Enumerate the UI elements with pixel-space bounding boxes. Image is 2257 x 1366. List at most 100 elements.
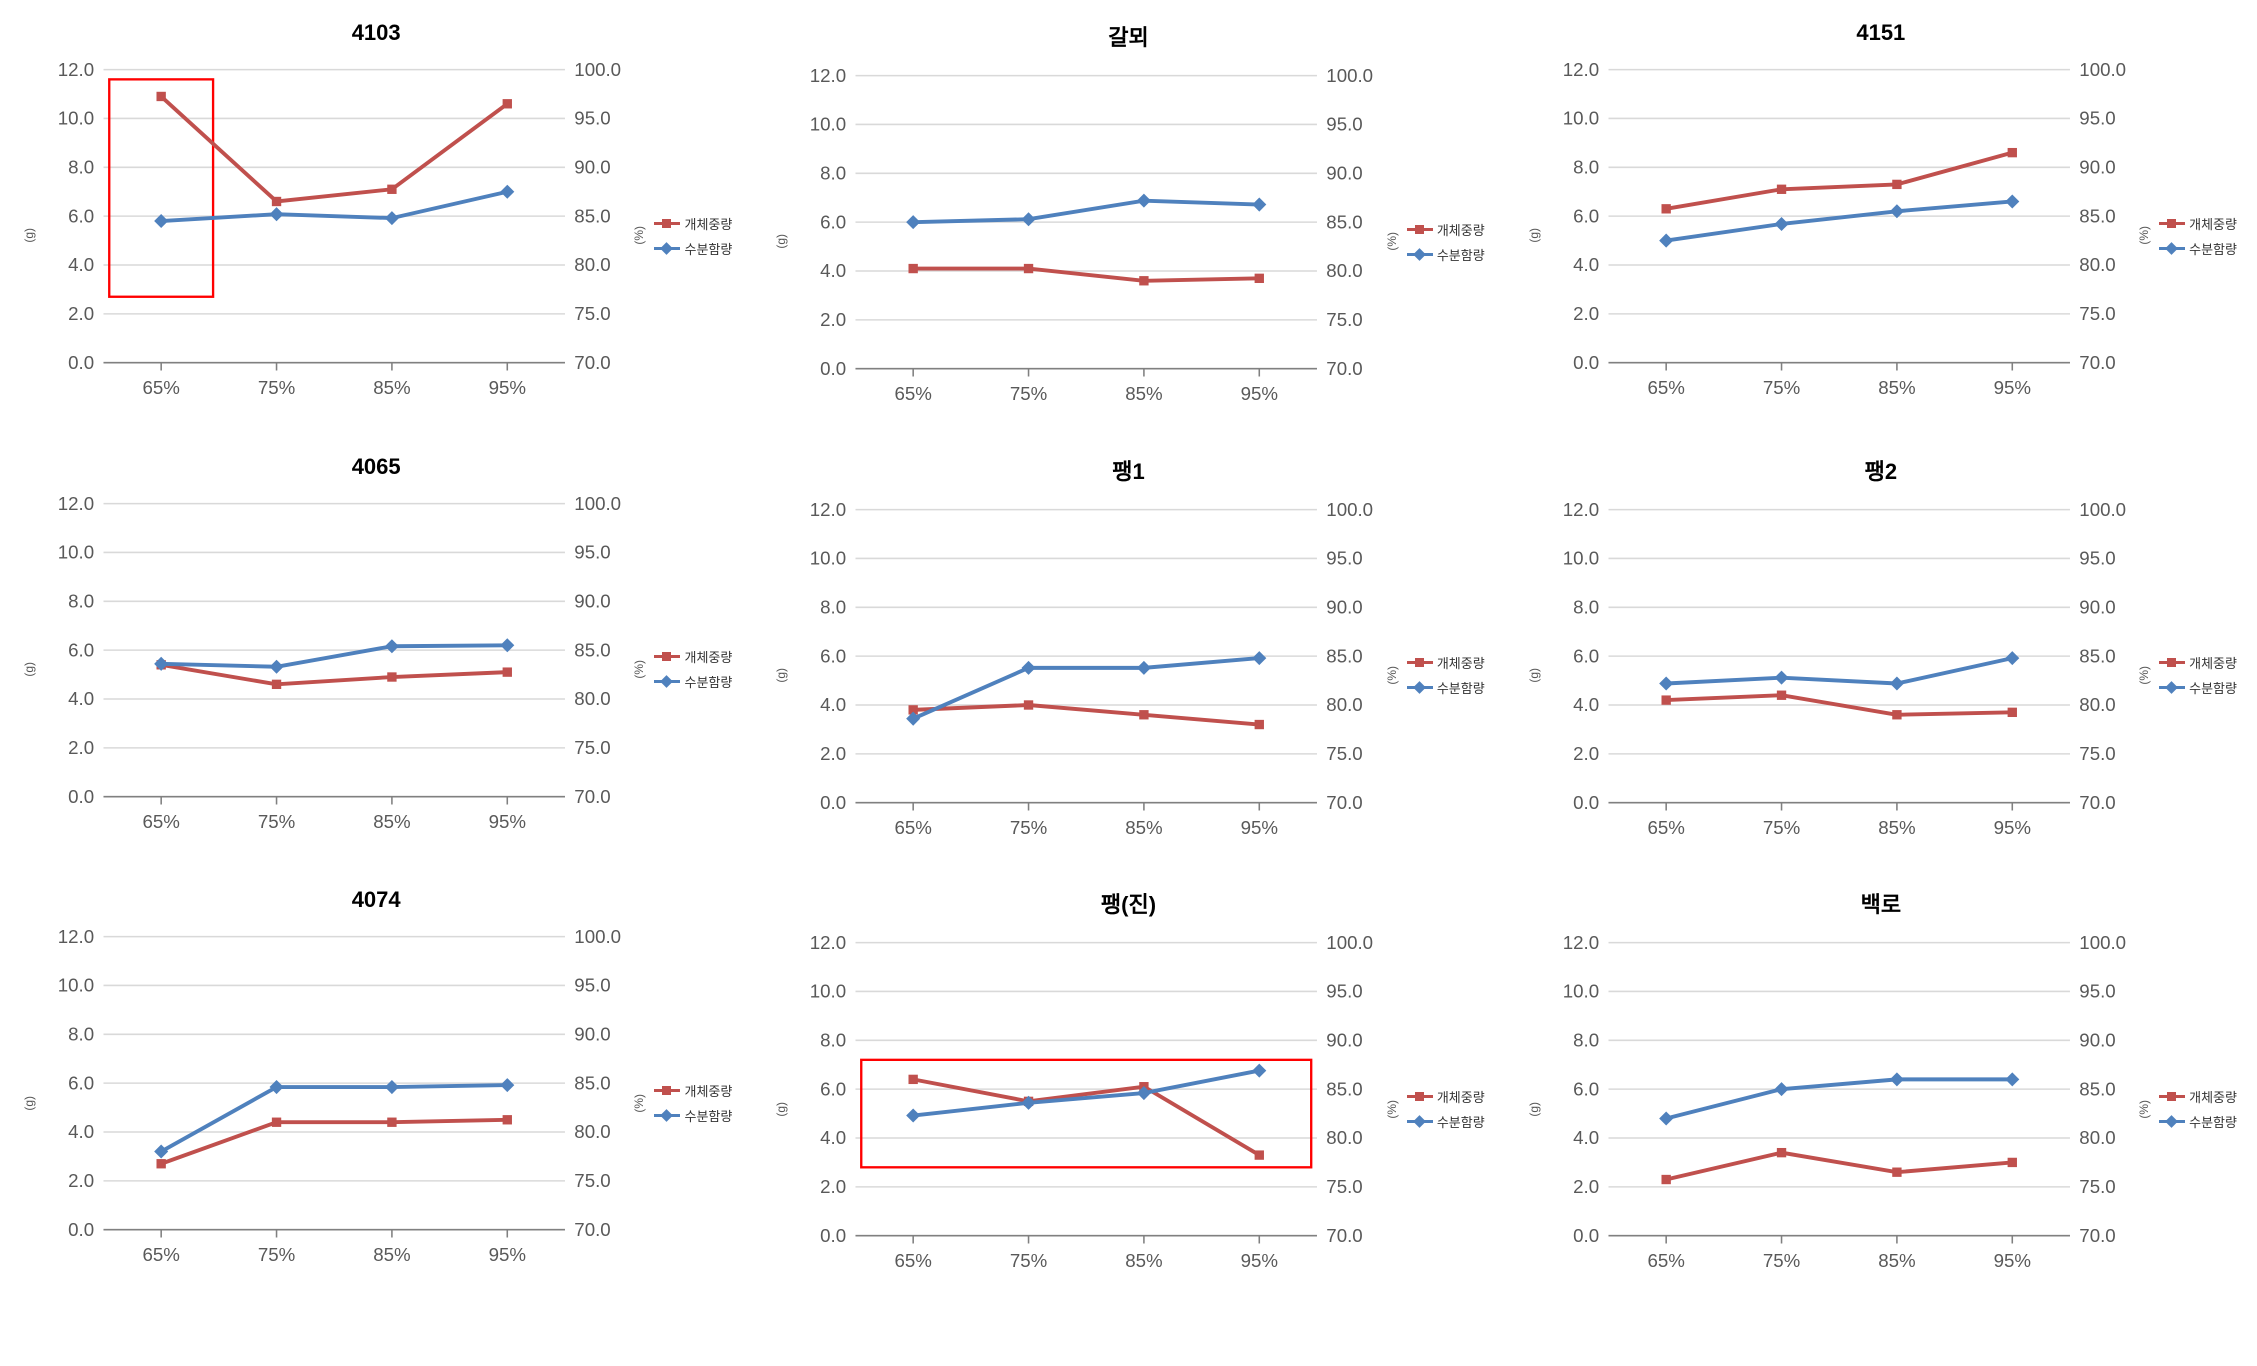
chart-cell: 4074(g)0.02.04.06.08.010.012.070.075.080… (20, 887, 732, 1291)
legend-label: 수분함량 (684, 1106, 732, 1125)
weight-marker (387, 672, 396, 681)
svg-text:10.0: 10.0 (1562, 108, 1598, 129)
legend-item: 수분함량 (654, 672, 732, 691)
svg-text:85%: 85% (1126, 383, 1163, 404)
legend-moisture-icon (654, 1114, 680, 1117)
svg-text:75%: 75% (1010, 383, 1047, 404)
weight-marker (1140, 276, 1149, 285)
legend-label: 개체중량 (1437, 1087, 1485, 1106)
svg-text:2.0: 2.0 (68, 737, 94, 758)
svg-text:12.0: 12.0 (810, 932, 846, 953)
svg-text:4.0: 4.0 (1573, 1127, 1599, 1148)
legend-moisture-icon (2159, 686, 2185, 689)
svg-text:80.0: 80.0 (1327, 260, 1363, 281)
svg-text:2.0: 2.0 (820, 309, 846, 330)
svg-text:65%: 65% (1647, 1250, 1684, 1271)
svg-text:0.0: 0.0 (820, 1225, 846, 1246)
y-axis-left-label: (g) (1525, 1102, 1543, 1117)
legend-weight-icon (2159, 661, 2185, 664)
svg-text:85.0: 85.0 (574, 1073, 610, 1094)
legend-item: 개체중량 (654, 647, 732, 666)
svg-text:70.0: 70.0 (1327, 1225, 1363, 1246)
chart-cell: 갈뫼(g)0.02.04.06.08.010.012.070.075.080.0… (772, 20, 1484, 424)
legend-moisture-icon (1407, 253, 1433, 256)
legend-item: 수분함량 (1407, 1112, 1485, 1131)
svg-text:80.0: 80.0 (574, 688, 610, 709)
weight-marker (1255, 274, 1264, 283)
svg-text:95%: 95% (489, 377, 526, 398)
svg-text:2.0: 2.0 (1573, 303, 1599, 324)
chart-title: 팽2 (1525, 454, 2237, 486)
chart-cell: 팽1(g)0.02.04.06.08.010.012.070.075.080.0… (772, 454, 1484, 858)
svg-text:75%: 75% (258, 1244, 295, 1265)
svg-text:12.0: 12.0 (810, 65, 846, 86)
svg-text:95%: 95% (1993, 816, 2030, 837)
chart-title: 4103 (20, 20, 732, 46)
svg-text:75%: 75% (258, 810, 295, 831)
svg-text:80.0: 80.0 (574, 254, 610, 275)
weight-marker (503, 99, 512, 108)
chart-wrap: (g)0.02.04.06.08.010.012.070.075.080.085… (20, 488, 732, 852)
legend-moisture-icon (1407, 1120, 1433, 1123)
svg-text:65%: 65% (142, 1244, 179, 1265)
svg-text:80.0: 80.0 (2079, 694, 2115, 715)
y-axis-left-label: (g) (20, 228, 38, 243)
svg-text:95%: 95% (489, 1244, 526, 1265)
svg-text:70.0: 70.0 (1327, 358, 1363, 379)
legend-moisture-icon (654, 680, 680, 683)
y-axis-right-label: (%) (2135, 1100, 2153, 1119)
y-axis-left-label: (g) (20, 1096, 38, 1111)
svg-text:12.0: 12.0 (1562, 932, 1598, 953)
svg-text:8.0: 8.0 (820, 596, 846, 617)
svg-text:6.0: 6.0 (68, 639, 94, 660)
svg-text:100.0: 100.0 (574, 59, 621, 80)
svg-text:95%: 95% (1241, 383, 1278, 404)
y-axis-left-label: (g) (20, 662, 38, 677)
legend-item: 수분함량 (654, 239, 732, 258)
weight-marker (2007, 707, 2016, 716)
svg-text:95%: 95% (1241, 1250, 1278, 1271)
svg-text:75.0: 75.0 (2079, 743, 2115, 764)
chart-cell: 4103(g)0.02.04.06.08.010.012.070.075.080… (20, 20, 732, 424)
legend: 개체중량수분함량 (2159, 214, 2237, 258)
svg-text:95.0: 95.0 (2079, 981, 2115, 1002)
svg-text:0.0: 0.0 (68, 352, 94, 373)
svg-text:65%: 65% (1647, 816, 1684, 837)
chart-plot: 0.02.04.06.08.010.012.070.075.080.085.09… (1543, 494, 2135, 853)
y-axis-left-label: (g) (772, 234, 790, 249)
legend-label: 수분함량 (2189, 1112, 2237, 1131)
svg-text:6.0: 6.0 (820, 645, 846, 666)
chart-cell: 팽(진)(g)0.02.04.06.08.010.012.070.075.080… (772, 887, 1484, 1291)
svg-text:95.0: 95.0 (574, 975, 610, 996)
svg-text:100.0: 100.0 (574, 492, 621, 513)
weight-marker (2007, 1158, 2016, 1167)
legend: 개체중량수분함량 (2159, 1087, 2237, 1131)
svg-text:6.0: 6.0 (1573, 645, 1599, 666)
svg-text:100.0: 100.0 (1327, 498, 1374, 519)
svg-text:85%: 85% (1878, 816, 1915, 837)
svg-text:6.0: 6.0 (820, 1079, 846, 1100)
weight-marker (1777, 1148, 1786, 1157)
svg-text:10.0: 10.0 (58, 108, 94, 129)
svg-text:0.0: 0.0 (1573, 1225, 1599, 1246)
chart-title: 4151 (1525, 20, 2237, 46)
legend-moisture-icon (1407, 686, 1433, 689)
chart-wrap: (g)0.02.04.06.08.010.012.070.075.080.085… (1525, 494, 2237, 858)
svg-text:70.0: 70.0 (1327, 792, 1363, 813)
svg-text:12.0: 12.0 (58, 926, 94, 947)
svg-text:10.0: 10.0 (810, 114, 846, 135)
y-axis-right-label: (%) (2135, 226, 2153, 245)
svg-text:75.0: 75.0 (574, 737, 610, 758)
y-axis-right-label: (%) (630, 660, 648, 679)
legend-item: 수분함량 (2159, 1112, 2237, 1131)
legend: 개체중량수분함량 (654, 214, 732, 258)
chart-title: 백로 (1525, 887, 2237, 919)
legend-item: 개체중량 (2159, 653, 2237, 672)
svg-text:8.0: 8.0 (68, 590, 94, 611)
svg-text:85%: 85% (373, 810, 410, 831)
svg-text:85%: 85% (373, 1244, 410, 1265)
svg-text:2.0: 2.0 (1573, 1176, 1599, 1197)
weight-marker (1777, 185, 1786, 194)
svg-text:0.0: 0.0 (68, 786, 94, 807)
svg-text:85.0: 85.0 (574, 639, 610, 660)
